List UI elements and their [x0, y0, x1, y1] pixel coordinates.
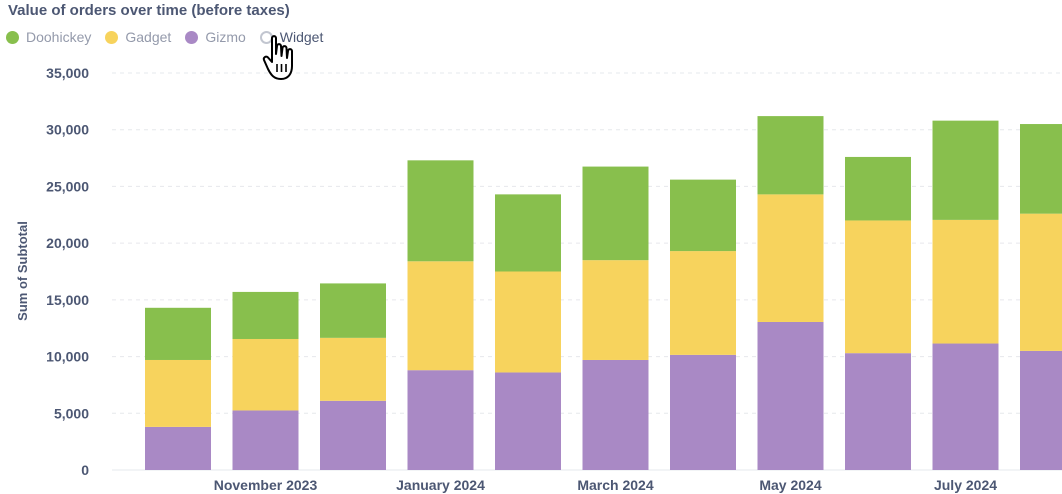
- x-tick-label: January 2024: [396, 477, 485, 493]
- legend-label-doohickey: Doohickey: [26, 29, 92, 45]
- bar-segment-doohickey[interactable]: [757, 116, 824, 195]
- bar-segment-doohickey[interactable]: [320, 283, 386, 338]
- bar-segment-gadget[interactable]: [145, 359, 211, 427]
- bar-segment-gadget[interactable]: [670, 251, 736, 355]
- legend-item-doohickey[interactable]: Doohickey: [6, 29, 91, 45]
- y-tick-label: 10,000: [46, 349, 89, 365]
- bar-segment-doohickey[interactable]: [582, 166, 649, 261]
- legend-item-gizmo[interactable]: Gizmo: [185, 29, 246, 45]
- bar-segment-doohickey[interactable]: [1020, 124, 1062, 214]
- bar-segment-gizmo[interactable]: [845, 353, 911, 470]
- bar-segment-gizmo[interactable]: [320, 400, 386, 470]
- bar-segment-gadget[interactable]: [845, 220, 911, 354]
- legend-dot-gadget: [105, 30, 119, 44]
- legend-label-gizmo: Gizmo: [205, 29, 246, 45]
- bar-segment-doohickey[interactable]: [407, 160, 474, 262]
- hand-pointer-icon: [262, 35, 293, 80]
- bar-segment-doohickey[interactable]: [845, 156, 911, 221]
- bar-segment-gizmo[interactable]: [932, 343, 999, 470]
- bar-segment-doohickey[interactable]: [232, 291, 299, 339]
- y-tick-label: 20,000: [46, 235, 89, 251]
- bar-segment-gadget[interactable]: [582, 260, 649, 360]
- bar-segment-doohickey[interactable]: [495, 194, 561, 272]
- bar-segment-gadget[interactable]: [1020, 213, 1062, 351]
- x-tick-label: July 2024: [934, 477, 997, 493]
- bar-segment-gizmo[interactable]: [757, 321, 824, 470]
- bar-segment-gizmo[interactable]: [670, 354, 736, 470]
- y-tick-label: 25,000: [46, 178, 89, 194]
- x-tick-label: May 2024: [759, 477, 821, 493]
- bar-segment-gadget[interactable]: [320, 337, 386, 401]
- bar-segment-gadget[interactable]: [232, 338, 299, 411]
- bar-segment-gizmo[interactable]: [1020, 350, 1062, 470]
- bar-segment-gadget[interactable]: [757, 194, 824, 322]
- x-tick-label: November 2023: [214, 477, 318, 493]
- y-tick-label: 30,000: [46, 122, 89, 138]
- y-tick-label: 5,000: [54, 405, 89, 421]
- bar-segment-gizmo[interactable]: [582, 359, 649, 470]
- legend-dot-gizmo: [185, 30, 199, 44]
- bars: [145, 116, 1062, 470]
- bar-segment-gizmo[interactable]: [407, 370, 474, 470]
- y-axis-ticks: 35,000 30,000 25,000 20,000 15,000 10,000 5,00…: [46, 65, 89, 478]
- y-tick-label: 35,000: [46, 65, 89, 81]
- bar-segment-doohickey[interactable]: [932, 120, 999, 220]
- x-tick-label: March 2024: [577, 477, 653, 493]
- y-axis-label: Sum of Subtotal: [15, 221, 30, 321]
- legend-label-gadget: Gadget: [125, 29, 172, 45]
- legend-label-widget: Widget: [279, 29, 324, 45]
- legend-dot-doohickey: [6, 30, 19, 44]
- bar-segment-doohickey[interactable]: [145, 307, 211, 360]
- x-axis-ticks: November 2023 January 2024 March 2024 May 2…: [214, 477, 997, 493]
- bar-segment-doohickey[interactable]: [670, 179, 736, 252]
- bar-segment-gizmo[interactable]: [495, 372, 561, 470]
- bar-segment-gadget[interactable]: [407, 261, 474, 371]
- bar-segment-gadget[interactable]: [495, 271, 561, 373]
- bar-segment-gizmo[interactable]: [145, 426, 211, 470]
- y-tick-label: 15,000: [46, 292, 89, 308]
- chart-title: Value of orders over time (before taxes): [8, 2, 290, 19]
- bar-segment-gadget[interactable]: [932, 219, 999, 344]
- y-tick-label: 0: [81, 462, 89, 478]
- bar-segment-gizmo[interactable]: [232, 410, 299, 470]
- legend-item-gadget[interactable]: Gadget: [105, 29, 171, 45]
